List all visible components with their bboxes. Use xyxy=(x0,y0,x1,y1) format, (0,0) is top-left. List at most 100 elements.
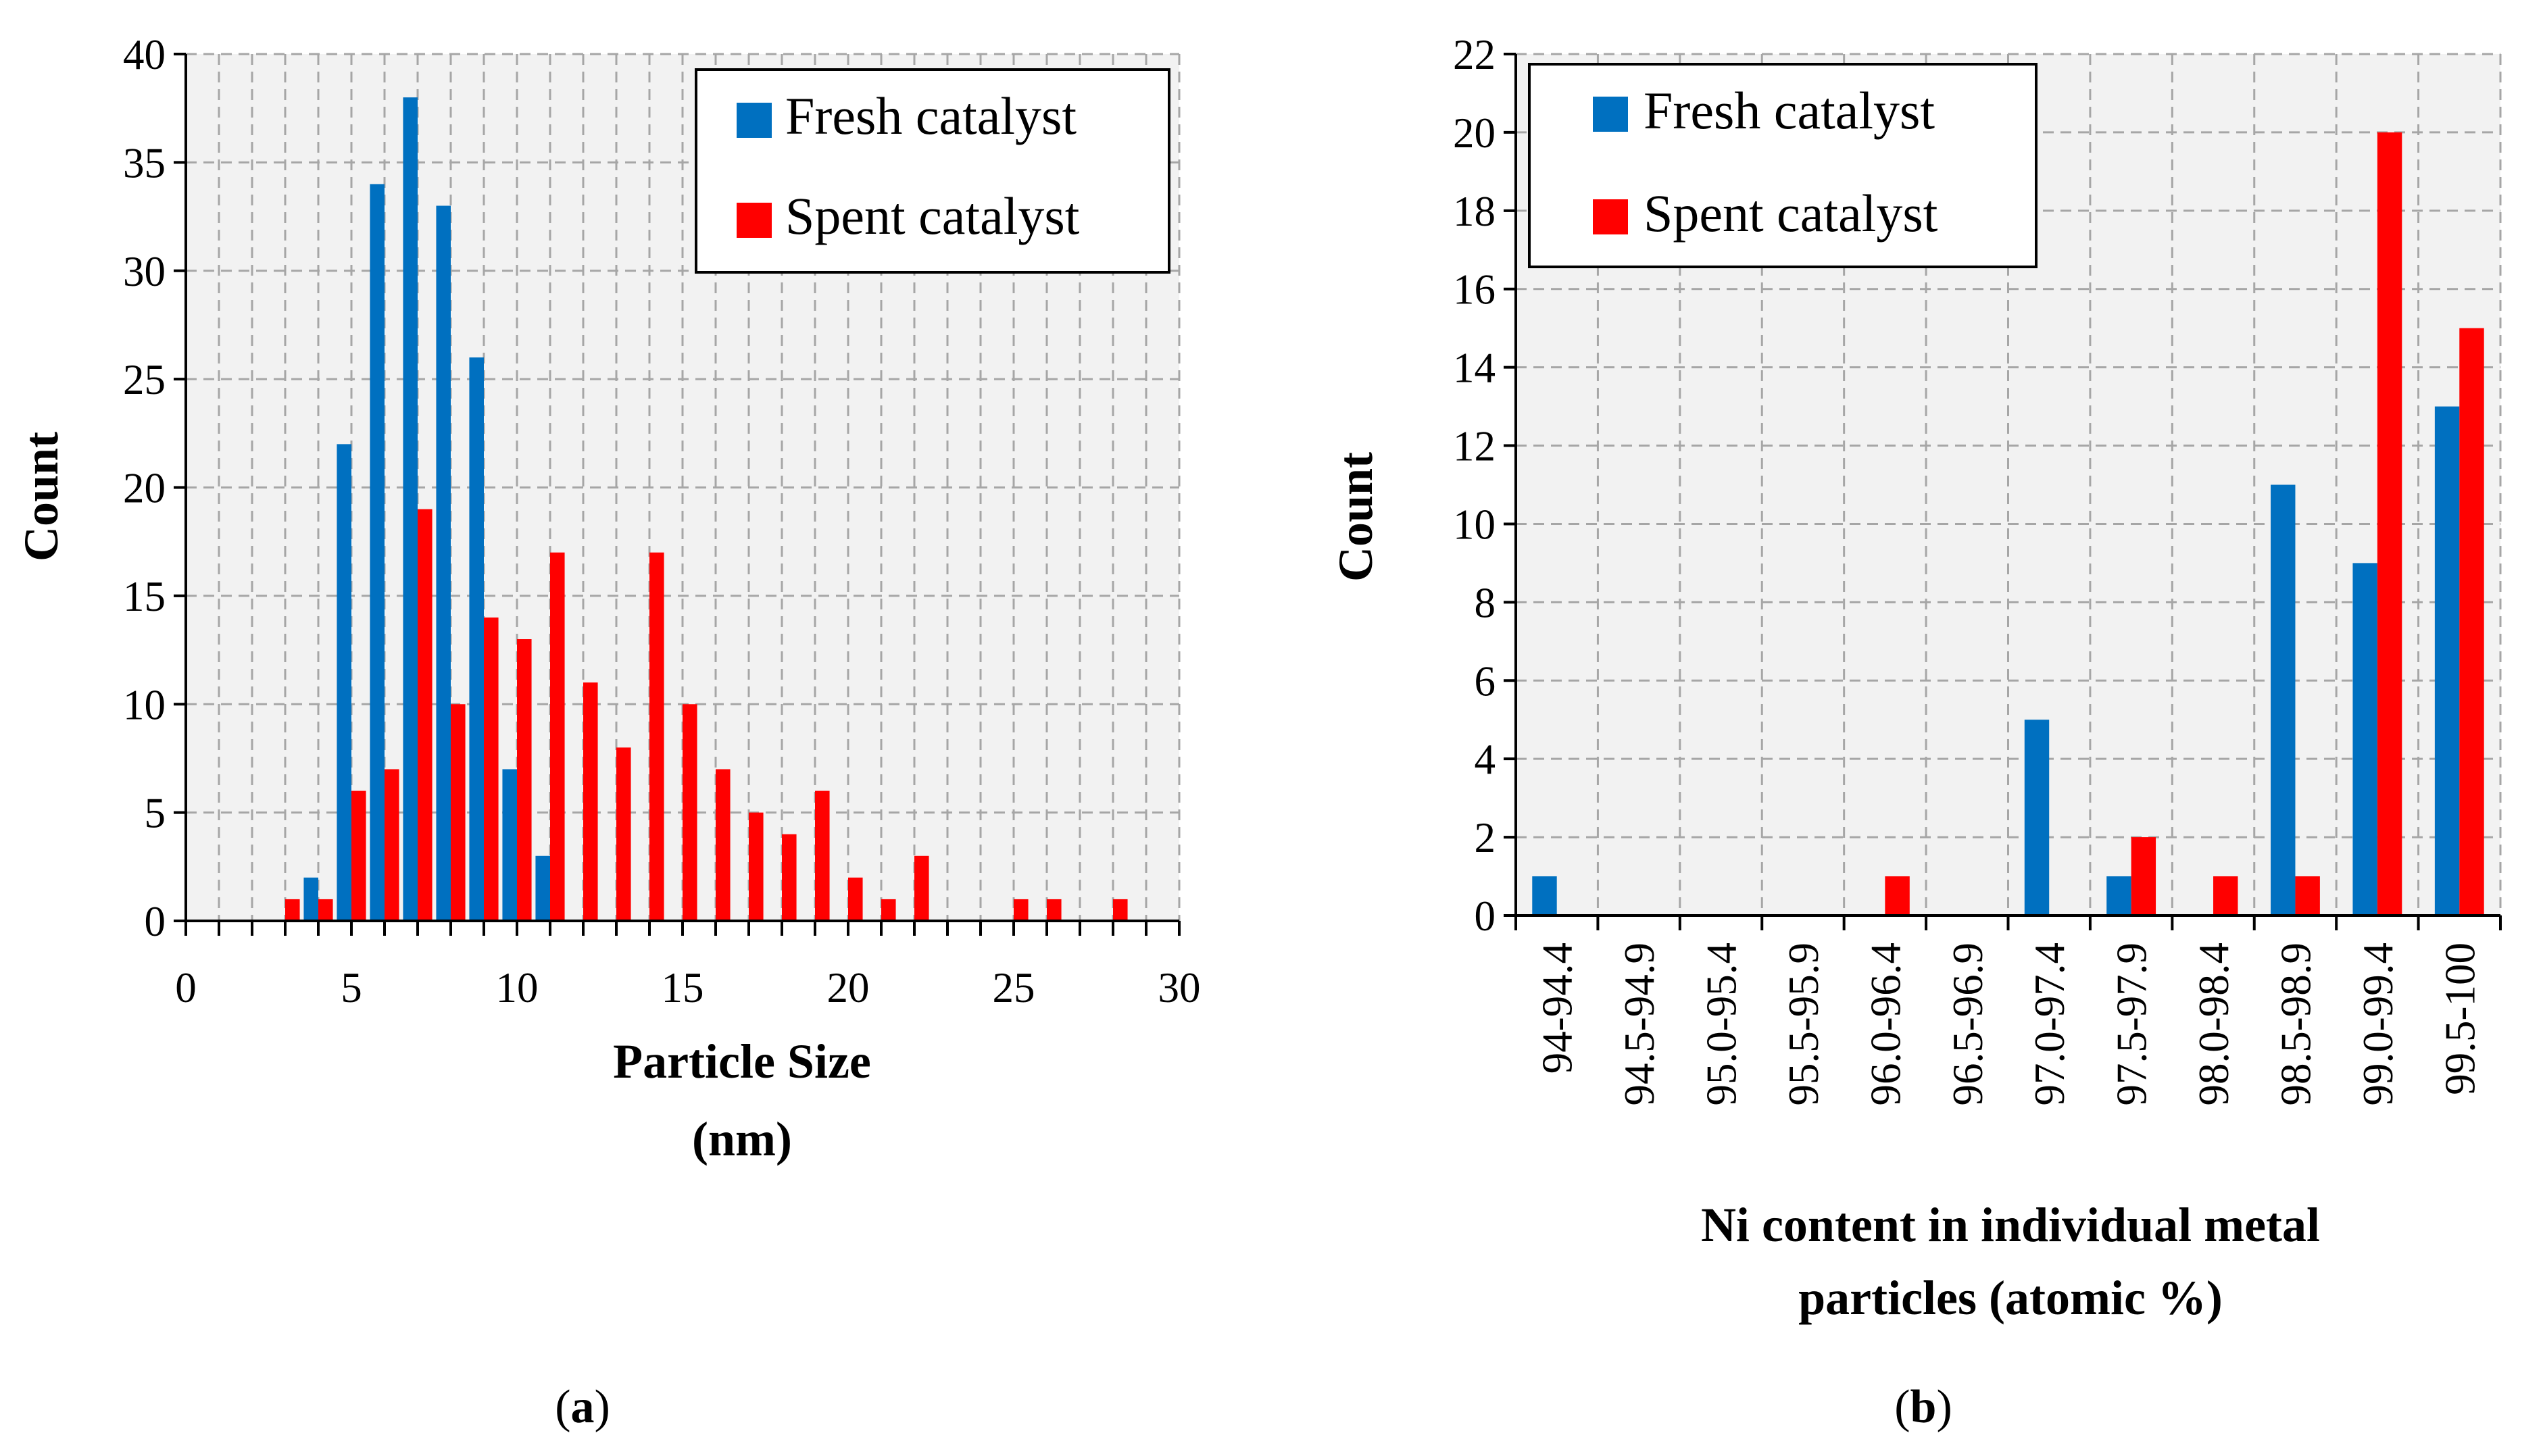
bar-spent xyxy=(1113,899,1128,921)
legend-swatch-spent xyxy=(1593,199,1628,234)
y-tick-label: 10 xyxy=(123,681,166,728)
y-tick-label: 35 xyxy=(123,139,166,186)
y-tick-label: 16 xyxy=(1453,266,1496,313)
bar-fresh xyxy=(403,97,418,921)
bar-fresh xyxy=(2434,406,2460,915)
bar-spent xyxy=(649,552,664,921)
y-tick-label: 15 xyxy=(123,573,166,620)
bar-spent xyxy=(484,617,499,921)
bar-fresh xyxy=(469,357,484,921)
bar-fresh xyxy=(2271,484,2296,915)
y-tick-label: 40 xyxy=(123,31,166,78)
bar-spent xyxy=(1047,899,1062,921)
y-tick-label: 22 xyxy=(1453,31,1496,78)
bar-spent xyxy=(583,682,598,921)
y-tick-label: 10 xyxy=(1453,501,1496,548)
chart-b-ni-content-histogram: 0 2 4 6 8 10 12 14 16 18 20 22 94-94.4 94.5-94.9 95.0-… xyxy=(1329,31,2502,1433)
y-tick-label: 20 xyxy=(123,465,166,512)
bar-fresh xyxy=(2352,563,2377,915)
caption-letter: a xyxy=(571,1381,595,1433)
x-tick-label: 20 xyxy=(827,964,870,1011)
x-category-label: 95.5-95.9 xyxy=(1780,943,1827,1105)
bar-spent xyxy=(782,834,797,921)
legend-label-spent: Spent catalyst xyxy=(1644,184,1938,243)
y-tick-label: 5 xyxy=(145,790,166,837)
x-category-label: 99.0-99.4 xyxy=(2354,943,2402,1105)
bar-spent xyxy=(2131,837,2156,915)
y-tick-label: 2 xyxy=(1475,814,1496,861)
y-tick-label: 18 xyxy=(1453,188,1496,235)
x-category-label: 96.5-96.9 xyxy=(1944,943,1992,1105)
x-tick-label: 15 xyxy=(662,964,704,1011)
bar-spent xyxy=(318,899,333,921)
bar-spent xyxy=(914,855,929,921)
bar-spent xyxy=(2377,132,2402,916)
caption-paren-close: ) xyxy=(1936,1381,1952,1433)
y-tick-label: 0 xyxy=(1475,893,1496,940)
bar-fresh xyxy=(436,205,451,921)
caption-letter: b xyxy=(1910,1381,1937,1433)
y-tick-label: 4 xyxy=(1475,736,1496,783)
y-tick-label: 6 xyxy=(1475,657,1496,705)
y-tick-label: 25 xyxy=(123,356,166,403)
bar-spent xyxy=(683,704,697,921)
bar-fresh xyxy=(337,444,351,921)
y-tick-label: 8 xyxy=(1475,579,1496,626)
bar-spent xyxy=(2213,876,2238,915)
y-tick-label: 12 xyxy=(1453,423,1496,470)
bar-fresh xyxy=(1532,876,1557,915)
x-category-label: 97.0-97.4 xyxy=(2026,943,2073,1105)
legend: Fresh catalyst Spent catalyst xyxy=(695,68,1170,274)
bar-fresh xyxy=(502,769,517,921)
bar-spent xyxy=(749,812,764,921)
bar-spent xyxy=(815,790,830,921)
bar-fresh xyxy=(535,855,550,921)
x-axis-title-line1: Ni content in individual metal xyxy=(1701,1198,2320,1252)
bar-spent xyxy=(517,639,532,921)
bar-fresh xyxy=(2106,876,2131,915)
x-tick-label: 25 xyxy=(993,964,1035,1011)
bar-spent xyxy=(285,899,300,921)
y-axis-title: Count xyxy=(14,432,68,561)
y-tick-label: 14 xyxy=(1453,345,1496,392)
x-axis-title-line1: Particle Size xyxy=(613,1034,871,1088)
y-tick-label: 0 xyxy=(145,898,166,945)
caption-paren-open: ( xyxy=(555,1381,570,1433)
x-category-label: 98.0-98.4 xyxy=(2190,943,2238,1105)
x-tick-label: 5 xyxy=(341,964,362,1011)
x-category-label: 99.5-100 xyxy=(2436,943,2484,1095)
bar-spent xyxy=(881,899,896,921)
x-category-label: 94-94.4 xyxy=(1534,943,1581,1074)
caption-b: (b) xyxy=(1894,1381,1952,1433)
legend: Fresh catalyst Spent catalyst xyxy=(1528,63,2038,268)
y-axis-title: Count xyxy=(1329,452,1383,582)
caption-paren-open: ( xyxy=(1894,1381,1910,1433)
x-tick-label: 10 xyxy=(496,964,539,1011)
legend-label-spent: Spent catalyst xyxy=(785,186,1080,245)
bar-spent xyxy=(716,769,731,921)
bar-fresh xyxy=(2024,720,2050,915)
x-tick-label: 30 xyxy=(1158,964,1201,1011)
y-tick-label: 20 xyxy=(1453,109,1496,157)
bar-spent xyxy=(616,747,631,921)
bar-spent xyxy=(418,509,433,921)
legend-swatch-spent xyxy=(737,203,772,238)
x-category-label: 95.0-95.4 xyxy=(1698,943,1746,1105)
legend-swatch-fresh xyxy=(1593,97,1628,132)
bar-fresh xyxy=(370,184,385,922)
bar-spent xyxy=(385,769,399,921)
x-category-label: 94.5-94.9 xyxy=(1616,943,1663,1105)
bar-spent xyxy=(2295,876,2320,915)
x-category-label: 96.0-96.4 xyxy=(1862,943,1909,1105)
legend-label-fresh: Fresh catalyst xyxy=(785,86,1077,145)
y-tick-label: 30 xyxy=(123,248,166,295)
caption-paren-close: ) xyxy=(595,1381,610,1433)
bar-spent xyxy=(451,704,466,921)
x-axis-title-line2: particles (atomic %) xyxy=(1798,1271,2223,1325)
bar-fresh xyxy=(303,877,318,921)
bar-spent xyxy=(1014,899,1029,921)
legend-label-fresh: Fresh catalyst xyxy=(1644,81,1935,140)
x-tick-label: 0 xyxy=(175,964,197,1011)
x-axis-title-line2: (nm) xyxy=(692,1112,792,1166)
